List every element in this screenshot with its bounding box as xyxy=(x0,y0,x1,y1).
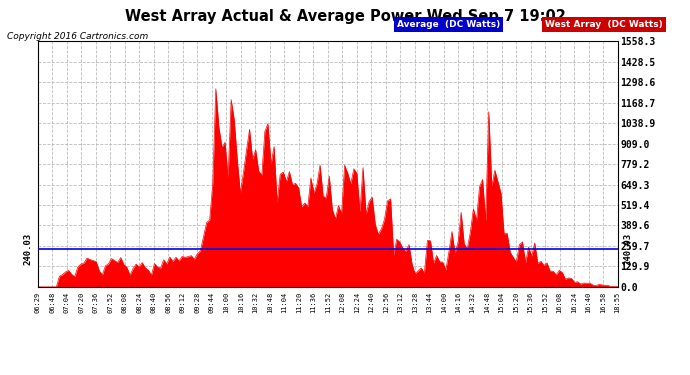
Text: Copyright 2016 Cartronics.com: Copyright 2016 Cartronics.com xyxy=(7,32,148,41)
Text: West Array Actual & Average Power Wed Sep 7 19:02: West Array Actual & Average Power Wed Se… xyxy=(125,9,565,24)
Text: 240.03: 240.03 xyxy=(623,233,632,265)
Text: Average  (DC Watts): Average (DC Watts) xyxy=(397,20,500,29)
Text: West Array  (DC Watts): West Array (DC Watts) xyxy=(545,20,663,29)
Text: 240.03: 240.03 xyxy=(23,233,32,265)
